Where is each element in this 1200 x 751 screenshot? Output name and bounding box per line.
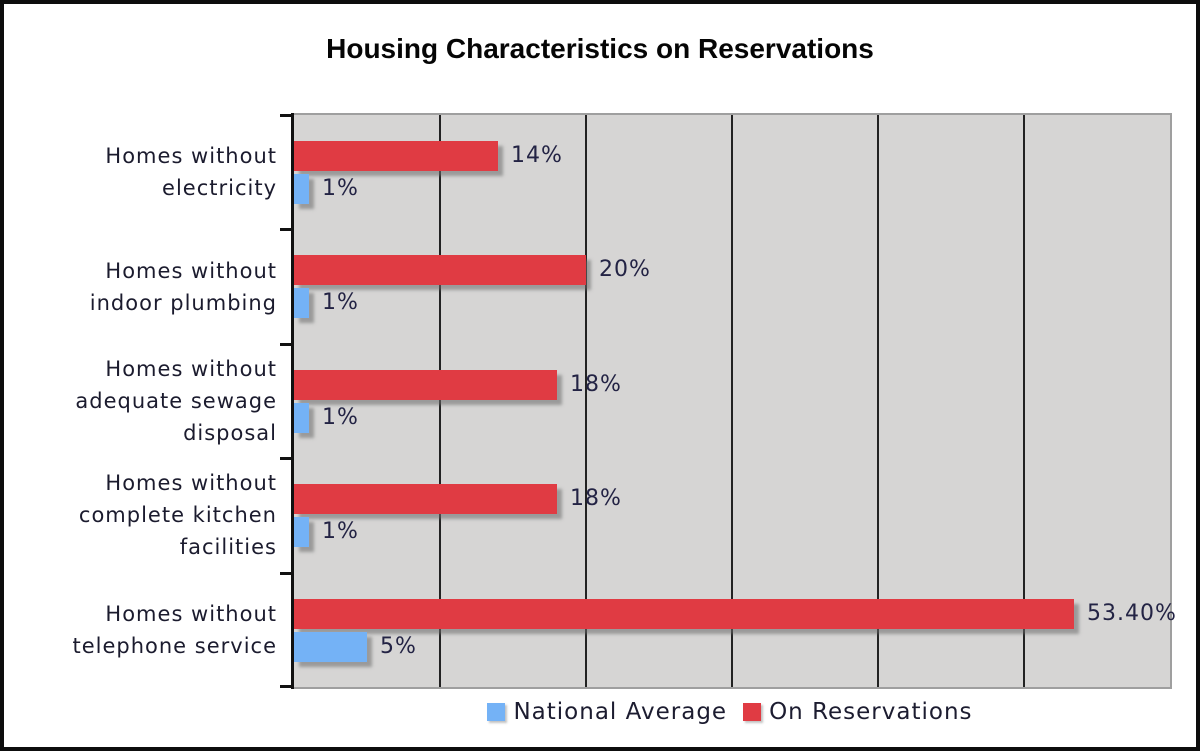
gridline (585, 115, 587, 687)
bar-national-average (294, 403, 309, 433)
gridline (1023, 115, 1025, 687)
bar-national-average (294, 517, 309, 547)
y-axis-line (291, 113, 294, 689)
y-axis-tick (280, 114, 291, 117)
legend-label: On Reservations (769, 699, 973, 725)
bar-value-label: 18% (570, 486, 622, 511)
y-axis-tick (280, 343, 291, 346)
bar-on-reservations (294, 599, 1074, 629)
legend-item-national-average: National Average (487, 699, 727, 725)
y-axis-tick (280, 457, 291, 460)
bar-national-average (294, 632, 367, 662)
bar-value-label: 1% (322, 405, 359, 430)
bar-value-label: 20% (599, 257, 651, 282)
chart-title: Housing Characteristics on Reservations (326, 33, 874, 64)
bar-value-label: 1% (322, 176, 359, 201)
category-label: Homes without adequate sewage disposal (75, 357, 277, 445)
gridline (731, 115, 733, 687)
bar-value-label: 1% (322, 519, 359, 544)
legend-swatch-icon (743, 703, 762, 721)
gridline (439, 115, 441, 687)
bar-national-average (294, 288, 309, 318)
legend-label: National Average (513, 699, 728, 725)
bar-on-reservations (294, 141, 498, 171)
bar-value-label: 18% (570, 372, 622, 397)
bar-on-reservations (294, 370, 557, 400)
y-axis-tick (280, 685, 291, 688)
plot-area: 14% 20% 18% 18% 53.40% 1% 1% 1% 1% 5% (280, 113, 1176, 689)
category-label: Homes without electricity (105, 144, 277, 200)
legend-swatch-icon (487, 703, 506, 721)
bar-value-label: 1% (322, 290, 359, 315)
legend: National Average On Reservations (292, 699, 1168, 725)
bar-national-average (294, 174, 309, 204)
category-label: Homes without indoor plumbing (89, 259, 277, 315)
bar-on-reservations (294, 255, 586, 285)
bar-on-reservations (294, 484, 557, 514)
category-label: Homes without telephone service (72, 602, 277, 658)
bar-value-label: 14% (511, 143, 563, 168)
gridline (877, 115, 879, 687)
category-label: Homes without complete kitchen facilitie… (78, 471, 277, 559)
y-axis-tick (280, 228, 291, 231)
legend-item-on-reservations: On Reservations (743, 699, 972, 725)
bar-value-label: 5% (380, 634, 417, 659)
y-axis-tick (280, 572, 291, 575)
bar-value-label: 53.40% (1087, 601, 1177, 626)
